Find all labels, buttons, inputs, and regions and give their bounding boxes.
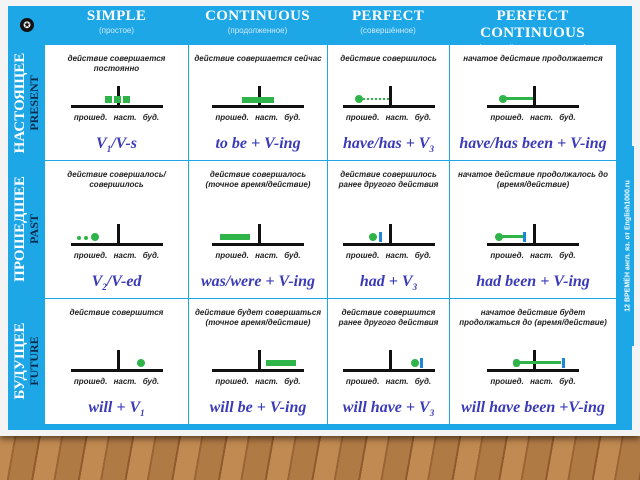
timeline-diagram	[342, 350, 435, 372]
row-label-ru: БУДУЩЕЕ	[11, 322, 28, 400]
tense-cell: действие совершалось (точное время/дейст…	[189, 161, 327, 298]
tense-description: действие совершалось (точное время/дейст…	[205, 170, 311, 189]
tense-cell: действие совершится ранее другого действ…	[328, 299, 449, 424]
tense-description: действие совершилось ранее другого дейст…	[338, 170, 439, 189]
column-title: CONTINUOUS	[205, 8, 310, 24]
tense-cell: начатое действие продолжалось до (время/…	[450, 161, 616, 298]
now-marker	[388, 224, 392, 246]
now-marker	[116, 224, 120, 246]
side-label: 12 ВРЕМЁН англ. яз. от English1000.ru	[622, 146, 634, 346]
timeline-labels: прошед. наст. буд.	[73, 377, 160, 386]
tense-formula: V1/V-s	[96, 134, 137, 154]
tense-cell: действие совершилось ранее другого дейст…	[328, 161, 449, 298]
timeline-labels: прошед. наст. буд.	[215, 377, 301, 386]
column-header: PERFECT CONTINUOUS(совершённо-продолженн…	[449, 6, 616, 52]
column-subtitle: (простое)	[98, 26, 135, 35]
poster-board: ✪ SIMPLE (простое) CONTINUOUS (продолженное…	[0, 0, 640, 436]
now-marker	[116, 350, 120, 372]
timeline-diagram	[487, 86, 579, 108]
column-title: SIMPLE	[86, 8, 147, 24]
tense-formula: had + V3	[359, 272, 418, 292]
timeline-labels: прошед. наст. буд.	[490, 251, 576, 260]
tense-cell: действие совершалось/совершилось прошед.…	[45, 161, 188, 298]
timeline-diagram	[342, 86, 435, 108]
timeline-diagram	[70, 350, 163, 372]
timeline-labels: прошед. наст. буд.	[215, 113, 301, 122]
row-label-present: НАСТОЯЩЕЕ PRESENT	[8, 45, 45, 160]
tense-description: начатое действие продолжалось до (время/…	[458, 170, 608, 189]
tense-formula: V2/V-ed	[91, 272, 142, 292]
now-marker	[388, 86, 392, 108]
column-header: SIMPLE (простое)	[45, 6, 188, 45]
row-label-ru: НАСТОЯЩЕЕ	[11, 52, 28, 153]
tense-cell: начатое действие будет продолжаться до (…	[450, 299, 616, 424]
tense-description: действие совершится	[69, 308, 164, 317]
timeline-labels: прошед. наст. буд.	[345, 113, 432, 122]
row-label-en: PAST	[26, 214, 41, 244]
tense-cell: действие совершится прошед. наст. буд. w…	[45, 299, 188, 424]
now-marker	[258, 350, 261, 372]
tenses-table: ✪ SIMPLE (простое) CONTINUOUS (продолженное…	[8, 6, 634, 430]
timeline-labels: прошед. наст. буд.	[73, 113, 160, 122]
tense-formula: was/were + V-ing	[200, 272, 316, 290]
column-header: PERFECT (совершённое)	[327, 6, 449, 45]
timeline-diagram	[70, 86, 163, 108]
column-title: PERFECT CONTINUOUS	[480, 8, 585, 41]
now-marker	[533, 86, 536, 108]
logo-icon: ✪	[20, 18, 34, 32]
column-subtitle: (совершённое)	[360, 26, 416, 35]
now-marker	[388, 350, 392, 372]
tense-description: действие совершается сейчас	[194, 54, 322, 63]
now-marker	[258, 224, 261, 246]
tense-cell: действие совершается постоянно прошед. н…	[45, 45, 188, 160]
timeline-labels: прошед. наст. буд.	[490, 113, 576, 122]
tense-description: действие совершалось/совершилось	[67, 170, 166, 189]
row-label-en: PRESENT	[26, 74, 41, 131]
tense-description: действие совершилось	[340, 54, 437, 63]
side-label-text: 12 ВРЕМЁН англ. яз. от English1000.ru	[624, 180, 632, 312]
tense-description: действие совершится ранее другого действ…	[338, 308, 439, 327]
timeline-diagram	[487, 350, 579, 372]
tense-formula: to be + V-ing	[215, 134, 301, 152]
column-subtitle: (продолженное)	[227, 26, 288, 35]
timeline-labels: прошед. наст. буд.	[345, 251, 432, 260]
tense-description: начатое действие продолжается	[463, 54, 603, 63]
timeline-diagram	[212, 86, 304, 108]
now-marker	[533, 224, 536, 246]
row-label-ru: ПРОШЕДШЕЕ	[11, 176, 28, 282]
row-label-future: БУДУЩЕЕ FUTURE	[8, 298, 45, 424]
tense-cell: начатое действие продолжается прошед. на…	[450, 45, 616, 160]
timeline-labels: прошед. наст. буд.	[73, 251, 160, 260]
tense-cell: действие совершилось прошед. наст. буд. …	[328, 45, 449, 160]
tense-description: начатое действие будет продолжаться до (…	[459, 308, 607, 327]
tense-formula: have/has + V3	[343, 134, 434, 154]
tense-cell: действие будет совершаться (точное время…	[189, 299, 327, 424]
tense-formula: will have + V3	[342, 398, 435, 418]
tense-formula: will be + V-ing	[209, 398, 307, 416]
tense-description: действие совершается постоянно	[67, 54, 166, 73]
tense-formula: have/has been + V-ing	[459, 134, 607, 152]
timeline-labels: прошед. наст. буд.	[215, 251, 301, 260]
row-label-en: FUTURE	[26, 336, 41, 386]
column-header: CONTINUOUS (продолженное)	[188, 6, 327, 45]
timeline-diagram	[212, 350, 304, 372]
row-label-past: ПРОШЕДШЕЕ PAST	[8, 160, 45, 298]
column-title: PERFECT	[351, 8, 425, 24]
timeline-diagram	[212, 224, 304, 246]
timeline-diagram	[70, 224, 163, 246]
timeline-labels: прошед. наст. буд.	[490, 377, 576, 386]
tense-formula: will have been +V-ing	[461, 398, 605, 416]
tense-description: действие будет совершаться (точное время…	[194, 308, 322, 327]
tense-formula: had been + V-ing	[476, 272, 590, 290]
tense-formula: will + V1	[88, 398, 145, 418]
timeline-diagram	[342, 224, 435, 246]
timeline-labels: прошед. наст. буд.	[345, 377, 432, 386]
tense-cell: действие совершается сейчас прошед. наст…	[189, 45, 327, 160]
timeline-diagram	[487, 224, 579, 246]
